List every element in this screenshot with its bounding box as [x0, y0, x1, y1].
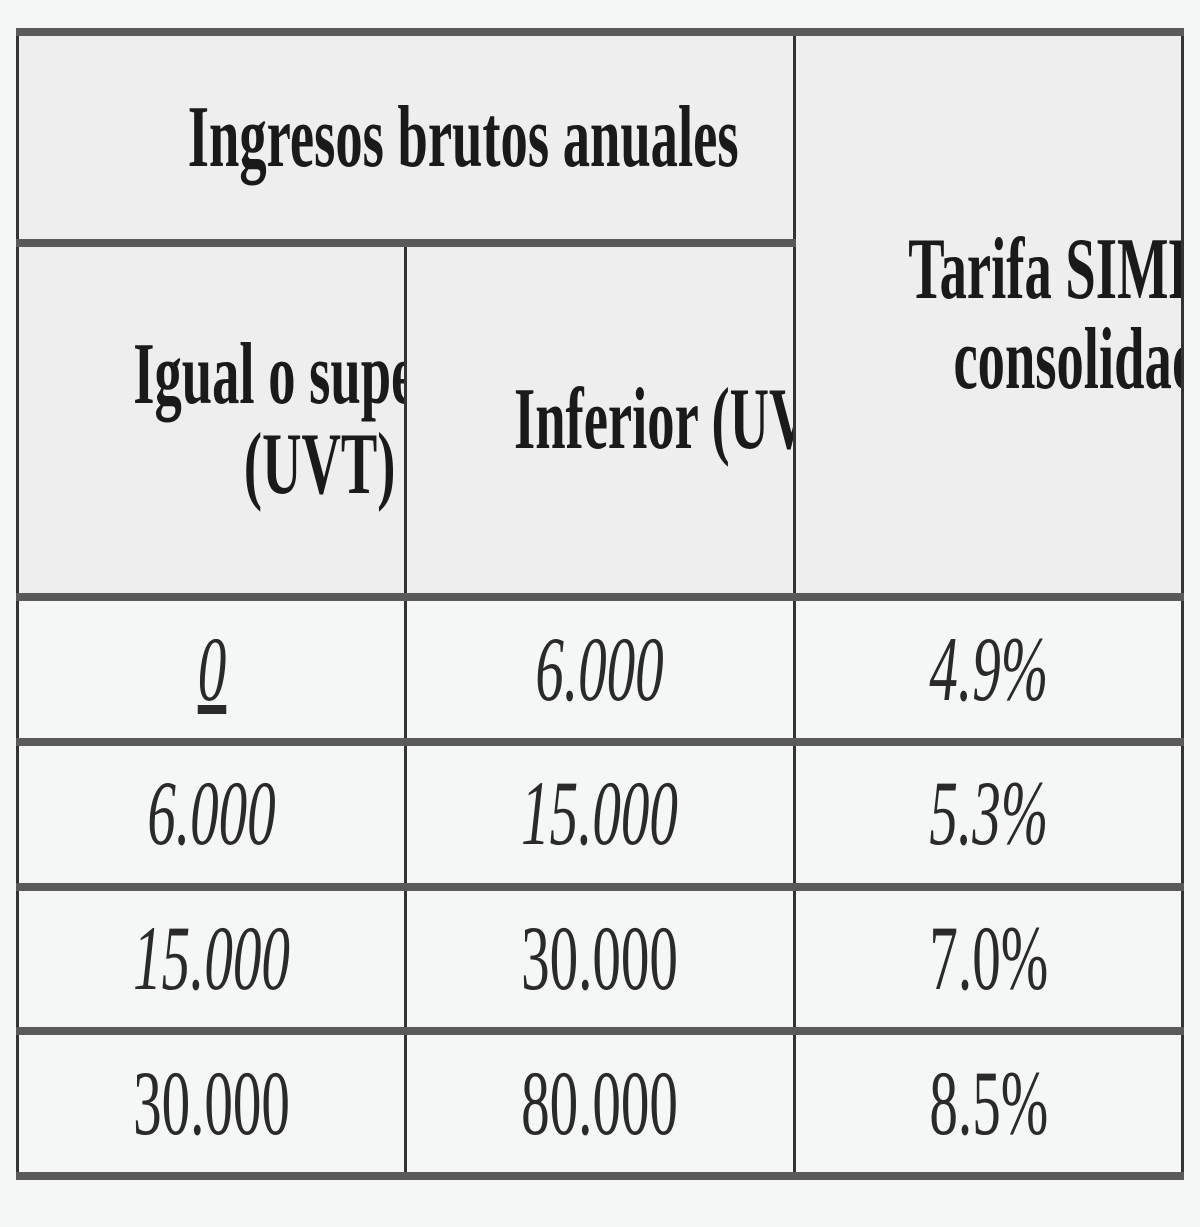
table-row: 6.000 15.000 5.3%: [15, 737, 1185, 891]
table-row: 30.000 80.000 8.5%: [15, 1027, 1185, 1180]
header-upper-bound: Inferior (UVT): [404, 239, 796, 602]
cell-lower: 0: [15, 593, 408, 746]
tax-rate-table: Ingresos brutos anuales Tarifa SIMPLEcon…: [15, 27, 1185, 1180]
header-lower-bound: Igual o superior(UVT): [15, 239, 408, 602]
header-ingresos-brutos: Ingresos brutos anuales: [16, 27, 796, 248]
cell-upper: 80.000: [404, 1027, 796, 1180]
cell-lower: 6.000: [15, 737, 408, 891]
header-tarifa: Tarifa SIMPLEconsolidada: [792, 27, 1185, 602]
cell-lower: 30.000: [15, 1027, 408, 1180]
cell-upper: 30.000: [404, 882, 796, 1036]
cell-rate: 7.0%: [792, 882, 1185, 1036]
cell-upper: 15.000: [404, 737, 796, 891]
cell-rate: 4.9%: [792, 593, 1185, 746]
header-row-columns: Igual o superior(UVT) Inferior (UVT): [15, 239, 1183, 602]
table-row: 15.000 30.000 7.0%: [15, 882, 1185, 1036]
header-row-group: Ingresos brutos anuales Tarifa SIMPLEcon…: [16, 27, 1185, 602]
cell-lower: 15.000: [15, 882, 408, 1036]
cell-upper: 6.000: [404, 593, 796, 746]
table-row: 0 6.000 4.9%: [15, 593, 1185, 746]
cell-rate: 8.5%: [792, 1027, 1185, 1180]
cell-rate: 5.3%: [792, 737, 1185, 891]
